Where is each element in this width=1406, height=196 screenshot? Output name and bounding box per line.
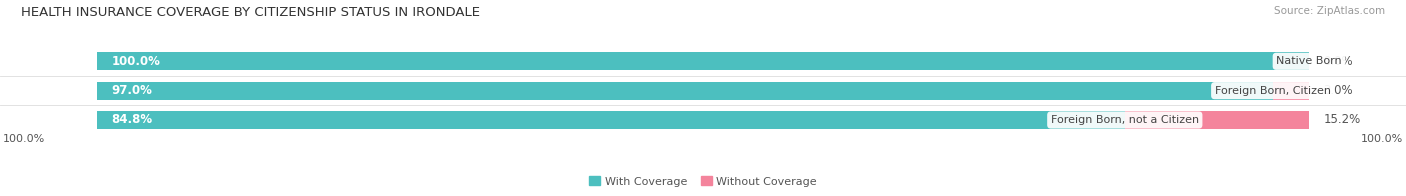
Text: 97.0%: 97.0%: [111, 84, 152, 97]
Text: HEALTH INSURANCE COVERAGE BY CITIZENSHIP STATUS IN IRONDALE: HEALTH INSURANCE COVERAGE BY CITIZENSHIP…: [21, 6, 479, 19]
Bar: [1125, 111, 1309, 129]
Text: Foreign Born, Citizen: Foreign Born, Citizen: [1215, 86, 1330, 96]
Bar: [97, 82, 1272, 100]
Text: 15.2%: 15.2%: [1323, 113, 1361, 126]
Text: Native Born: Native Born: [1277, 56, 1341, 66]
Bar: [97, 52, 1309, 70]
Bar: [97, 111, 1125, 129]
Text: 3.0%: 3.0%: [1323, 84, 1353, 97]
Text: 100.0%: 100.0%: [111, 55, 160, 68]
Bar: [1272, 82, 1309, 100]
Text: 84.8%: 84.8%: [111, 113, 153, 126]
Text: Source: ZipAtlas.com: Source: ZipAtlas.com: [1274, 6, 1385, 16]
Bar: [97, 52, 1309, 70]
Text: 100.0%: 100.0%: [1361, 134, 1403, 144]
Text: 100.0%: 100.0%: [3, 134, 45, 144]
Bar: [97, 111, 1309, 129]
Text: Foreign Born, not a Citizen: Foreign Born, not a Citizen: [1050, 115, 1199, 125]
Bar: [97, 82, 1309, 100]
Legend: With Coverage, Without Coverage: With Coverage, Without Coverage: [589, 176, 817, 187]
Text: 0.0%: 0.0%: [1323, 55, 1353, 68]
